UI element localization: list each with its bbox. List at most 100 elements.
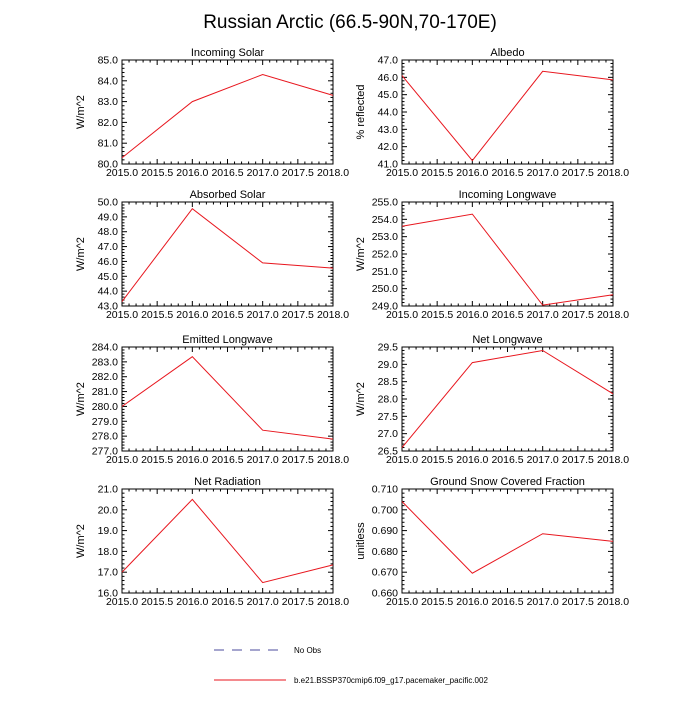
y-tick-label: 19.0 — [98, 525, 119, 537]
y-tick-label: 0.670 — [372, 567, 398, 579]
y-axis-label: W/m^2 — [355, 237, 367, 271]
x-tick-label: 2015.5 — [421, 454, 453, 466]
y-tick-label: 41.0 — [378, 159, 399, 171]
y-tick-label: 82.0 — [98, 117, 119, 129]
panel-title: Absorbed Solar — [190, 189, 266, 201]
y-tick-label: 0.660 — [372, 588, 398, 600]
y-tick-label: 43.0 — [98, 301, 119, 313]
plot-frame — [121, 59, 334, 165]
panel-title: Net Longwave — [472, 334, 542, 346]
y-tick-label: 50.0 — [98, 197, 119, 209]
x-tick-label: 2016.0 — [176, 309, 208, 321]
y-tick-label: 45.0 — [98, 271, 119, 283]
x-tick-label: 2018.0 — [597, 596, 629, 608]
y-tick-label: 44.0 — [98, 286, 119, 298]
x-tick-label: 2017.5 — [562, 167, 594, 179]
series-line — [121, 74, 334, 159]
x-tick-label: 2016.5 — [491, 167, 523, 179]
y-tick-label: 254.0 — [372, 214, 398, 226]
panel-title: Albedo — [490, 47, 524, 59]
y-tick-label: 46.0 — [98, 256, 119, 268]
y-axis-label: W/m^2 — [75, 237, 87, 271]
x-tick-label: 2015.0 — [106, 309, 138, 321]
legend-item: b.e21.BSSP370cmip6.f09_g17.pacemaker_pac… — [214, 676, 488, 685]
y-axis-label: W/m^2 — [75, 382, 87, 416]
y-tick-label: 0.700 — [372, 504, 398, 516]
x-tick-label: 2015.5 — [141, 309, 173, 321]
x-tick-label: 2015.0 — [106, 454, 138, 466]
x-tick-label: 2018.0 — [597, 167, 629, 179]
x-tick-label: 2017.0 — [527, 596, 559, 608]
y-tick-label: 0.710 — [372, 484, 398, 496]
x-tick-label: 2015.5 — [141, 596, 173, 608]
y-tick-label: 0.690 — [372, 525, 398, 537]
y-tick-label: 251.0 — [372, 266, 398, 278]
x-tick-label: 2015.0 — [106, 596, 138, 608]
y-tick-label: 85.0 — [98, 55, 119, 67]
x-tick-label: 2018.0 — [317, 309, 349, 321]
y-tick-label: 253.0 — [372, 231, 398, 243]
panel-title: Incoming Longwave — [459, 189, 557, 201]
y-axis-label: % reflected — [355, 84, 367, 139]
x-tick-label: 2015.5 — [141, 454, 173, 466]
y-tick-label: 46.0 — [378, 72, 399, 84]
legend-label: No Obs — [294, 646, 321, 655]
y-tick-label: 249.0 — [372, 301, 398, 313]
x-tick-label: 2017.0 — [527, 454, 559, 466]
series-line — [401, 70, 614, 162]
y-tick-label: 16.0 — [98, 588, 119, 600]
y-axis-label: W/m^2 — [75, 95, 87, 129]
legend: No Obs b.e21.BSSP370cmip6.f09_g17.pacemak… — [214, 646, 488, 685]
x-tick-label: 2016.0 — [456, 309, 488, 321]
y-tick-label: 80.0 — [98, 159, 119, 171]
series-line — [121, 207, 334, 302]
y-tick-label: 29.5 — [378, 342, 399, 354]
x-tick-label: 2016.0 — [456, 596, 488, 608]
panel-8: Ground Snow Covered Fraction 2015.0 2015.5… — [355, 476, 629, 608]
y-tick-label: 28.5 — [378, 376, 399, 388]
y-tick-label: 26.5 — [378, 446, 399, 458]
y-tick-label: 279.0 — [92, 416, 118, 428]
series-line — [121, 356, 334, 440]
x-tick-label: 2015.5 — [421, 167, 453, 179]
y-tick-label: 48.0 — [98, 226, 119, 238]
x-tick-label: 2016.5 — [211, 454, 243, 466]
x-tick-label: 2016.0 — [176, 596, 208, 608]
legend-item: No Obs — [214, 646, 321, 655]
y-tick-label: 42.0 — [378, 141, 399, 153]
x-tick-label: 2015.5 — [421, 309, 453, 321]
x-tick-label: 2015.0 — [386, 167, 418, 179]
panel-3: Absorbed Solar 2015.0 2015.5 2016.0 2016.5 20… — [75, 189, 349, 321]
y-axis-label: W/m^2 — [75, 524, 87, 558]
x-tick-label: 2017.5 — [282, 454, 314, 466]
y-tick-label: 282.0 — [92, 371, 118, 383]
x-tick-label: 2018.0 — [597, 454, 629, 466]
panel-title: Emitted Longwave — [182, 334, 273, 346]
y-tick-label: 20.0 — [98, 504, 119, 516]
x-tick-label: 2016.5 — [211, 167, 243, 179]
panel-title: Ground Snow Covered Fraction — [430, 476, 585, 488]
legend-label: b.e21.BSSP370cmip6.f09_g17.pacemaker_pac… — [294, 676, 488, 685]
x-tick-label: 2017.5 — [562, 454, 594, 466]
y-tick-label: 284.0 — [92, 342, 118, 354]
x-tick-label: 2016.0 — [176, 454, 208, 466]
y-tick-label: 18.0 — [98, 546, 119, 558]
x-tick-label: 2017.5 — [282, 167, 314, 179]
y-tick-label: 278.0 — [92, 431, 118, 443]
x-tick-label: 2017.5 — [282, 596, 314, 608]
y-tick-label: 17.0 — [98, 567, 119, 579]
x-tick-label: 2017.0 — [247, 454, 279, 466]
y-tick-label: 43.0 — [378, 124, 399, 136]
x-tick-label: 2016.0 — [456, 167, 488, 179]
x-tick-label: 2015.0 — [386, 596, 418, 608]
series-line — [401, 213, 614, 306]
y-tick-label: 49.0 — [98, 211, 119, 223]
panel-title: Incoming Solar — [191, 47, 265, 59]
panel-1: Incoming Solar 2015.0 2015.5 2016.0 2016.5 20… — [75, 47, 349, 179]
y-tick-label: 283.0 — [92, 356, 118, 368]
y-tick-label: 47.0 — [378, 55, 399, 67]
panel-5: Emitted Longwave 2015.0 2015.5 2016.0 2016.5… — [75, 334, 349, 466]
